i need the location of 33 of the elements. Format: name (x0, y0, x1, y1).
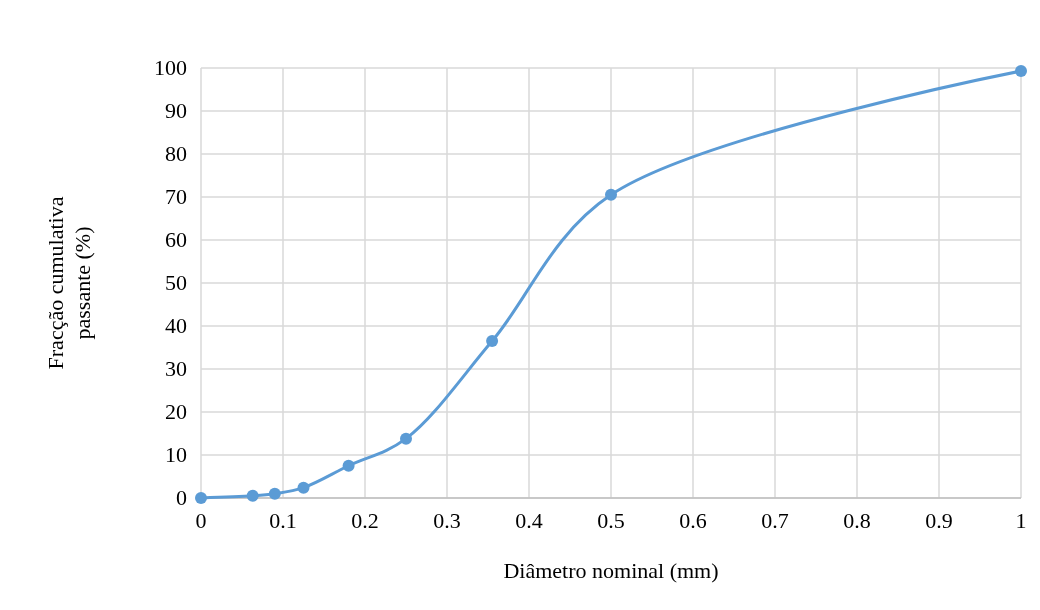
x-tick-label: 0 (195, 508, 207, 533)
point (486, 335, 499, 348)
y-tick-label: 70 (165, 184, 187, 209)
x-tick-label: 0.4 (515, 508, 543, 533)
x-tick-label: 0.7 (761, 508, 789, 533)
x-tick-label: 0.9 (925, 508, 953, 533)
y-tick-label: 90 (165, 98, 187, 123)
y-tick-label: 100 (154, 55, 187, 80)
x-tick-label: 0.1 (269, 508, 297, 533)
point (342, 459, 355, 472)
x-tick-label: 1 (1015, 508, 1027, 533)
y-axis-title: Fracção cumulativa passante (%) (43, 196, 95, 370)
y-tick-label: 80 (165, 141, 187, 166)
point (246, 489, 259, 502)
y-tick-label: 50 (165, 270, 187, 295)
point (605, 188, 617, 201)
x-tick-label: 0.5 (597, 508, 625, 533)
x-tick-label: 0.2 (351, 508, 379, 533)
point (400, 432, 412, 445)
y-tick-label: 40 (165, 313, 187, 338)
point (195, 492, 207, 504)
y-tick-label: 60 (165, 227, 187, 252)
y-tick-label: 20 (165, 399, 187, 424)
x-tick-label: 0.3 (433, 508, 461, 533)
x-axis-title: Diâmetro nominal (mm) (503, 558, 719, 583)
y-tick-label: 30 (165, 356, 187, 381)
y-tick-label: 10 (165, 442, 187, 467)
x-tick-label: 0.6 (679, 508, 707, 533)
point (268, 487, 281, 500)
point (1015, 65, 1027, 78)
y-tick-label: 0 (176, 485, 187, 510)
x-tick-label: 0.8 (843, 508, 871, 533)
point (297, 481, 310, 494)
